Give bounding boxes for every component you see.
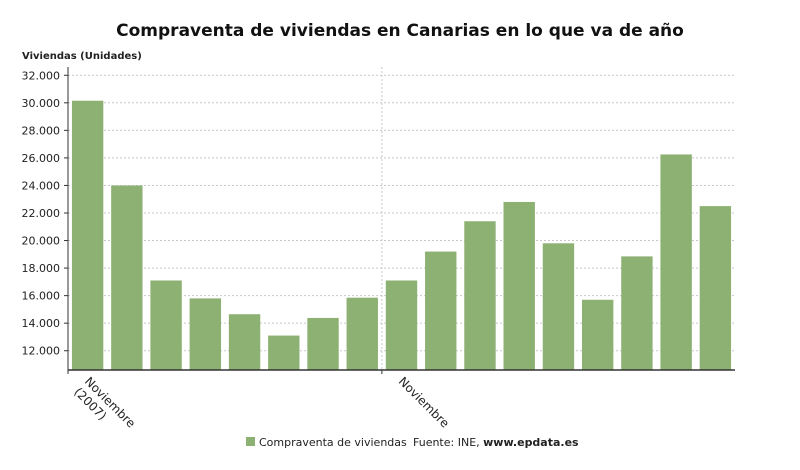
bar — [503, 201, 535, 370]
x-tick-label: Noviembre — [396, 374, 452, 430]
bar — [346, 297, 378, 370]
x-tick-line: Noviembre — [396, 374, 452, 430]
bar — [385, 280, 418, 370]
y-tick-label: 30.000 — [22, 97, 61, 110]
source-prefix: Fuente: INE, — [413, 436, 483, 449]
y-tick-label: 18.000 — [22, 262, 61, 275]
legend-label: Compraventa de viviendas — [259, 436, 407, 449]
bar — [621, 256, 653, 370]
legend-swatch — [246, 437, 255, 446]
y-tick-label: 28.000 — [22, 124, 61, 137]
bar — [307, 317, 339, 370]
bar — [189, 298, 222, 370]
bar — [425, 251, 457, 370]
y-tick-label: 26.000 — [22, 152, 61, 165]
y-tick-label: 12.000 — [22, 345, 61, 358]
y-tick-label: 22.000 — [22, 207, 61, 220]
bar — [71, 100, 104, 371]
y-tick-label: 24.000 — [22, 179, 61, 192]
source-site: www.epdata.es — [483, 436, 579, 449]
legend: Compraventa de viviendas Fuente: INE, ww… — [246, 436, 579, 449]
x-axis-ticks: Noviembre(2007) Noviembre — [67, 370, 452, 441]
y-tick-label: 16.000 — [22, 290, 61, 303]
y-tick-label: 20.000 — [22, 235, 61, 248]
y-tick-label: 32.000 — [22, 69, 61, 82]
bar — [660, 154, 692, 370]
chart-title: Compraventa de viviendas en Canarias en … — [116, 21, 684, 41]
y-tick-label: 14.000 — [22, 317, 61, 330]
bar — [699, 206, 732, 370]
bar — [268, 335, 300, 370]
bar — [464, 221, 496, 370]
y-axis-label: Viviendas (Unidades) — [22, 51, 142, 62]
y-axis-ticks: 12.000 14.000 16.000 18.000 20.000 22.000 24.0… — [22, 69, 68, 358]
bar — [542, 243, 575, 370]
bar — [581, 299, 614, 370]
axes — [67, 67, 735, 371]
bar — [228, 314, 261, 370]
x-tick-label: Noviembre(2007) — [71, 374, 138, 441]
source-text: Fuente: INE, www.epdata.es — [413, 436, 579, 449]
bar — [111, 185, 143, 370]
bar — [150, 280, 182, 370]
bars — [71, 100, 732, 371]
